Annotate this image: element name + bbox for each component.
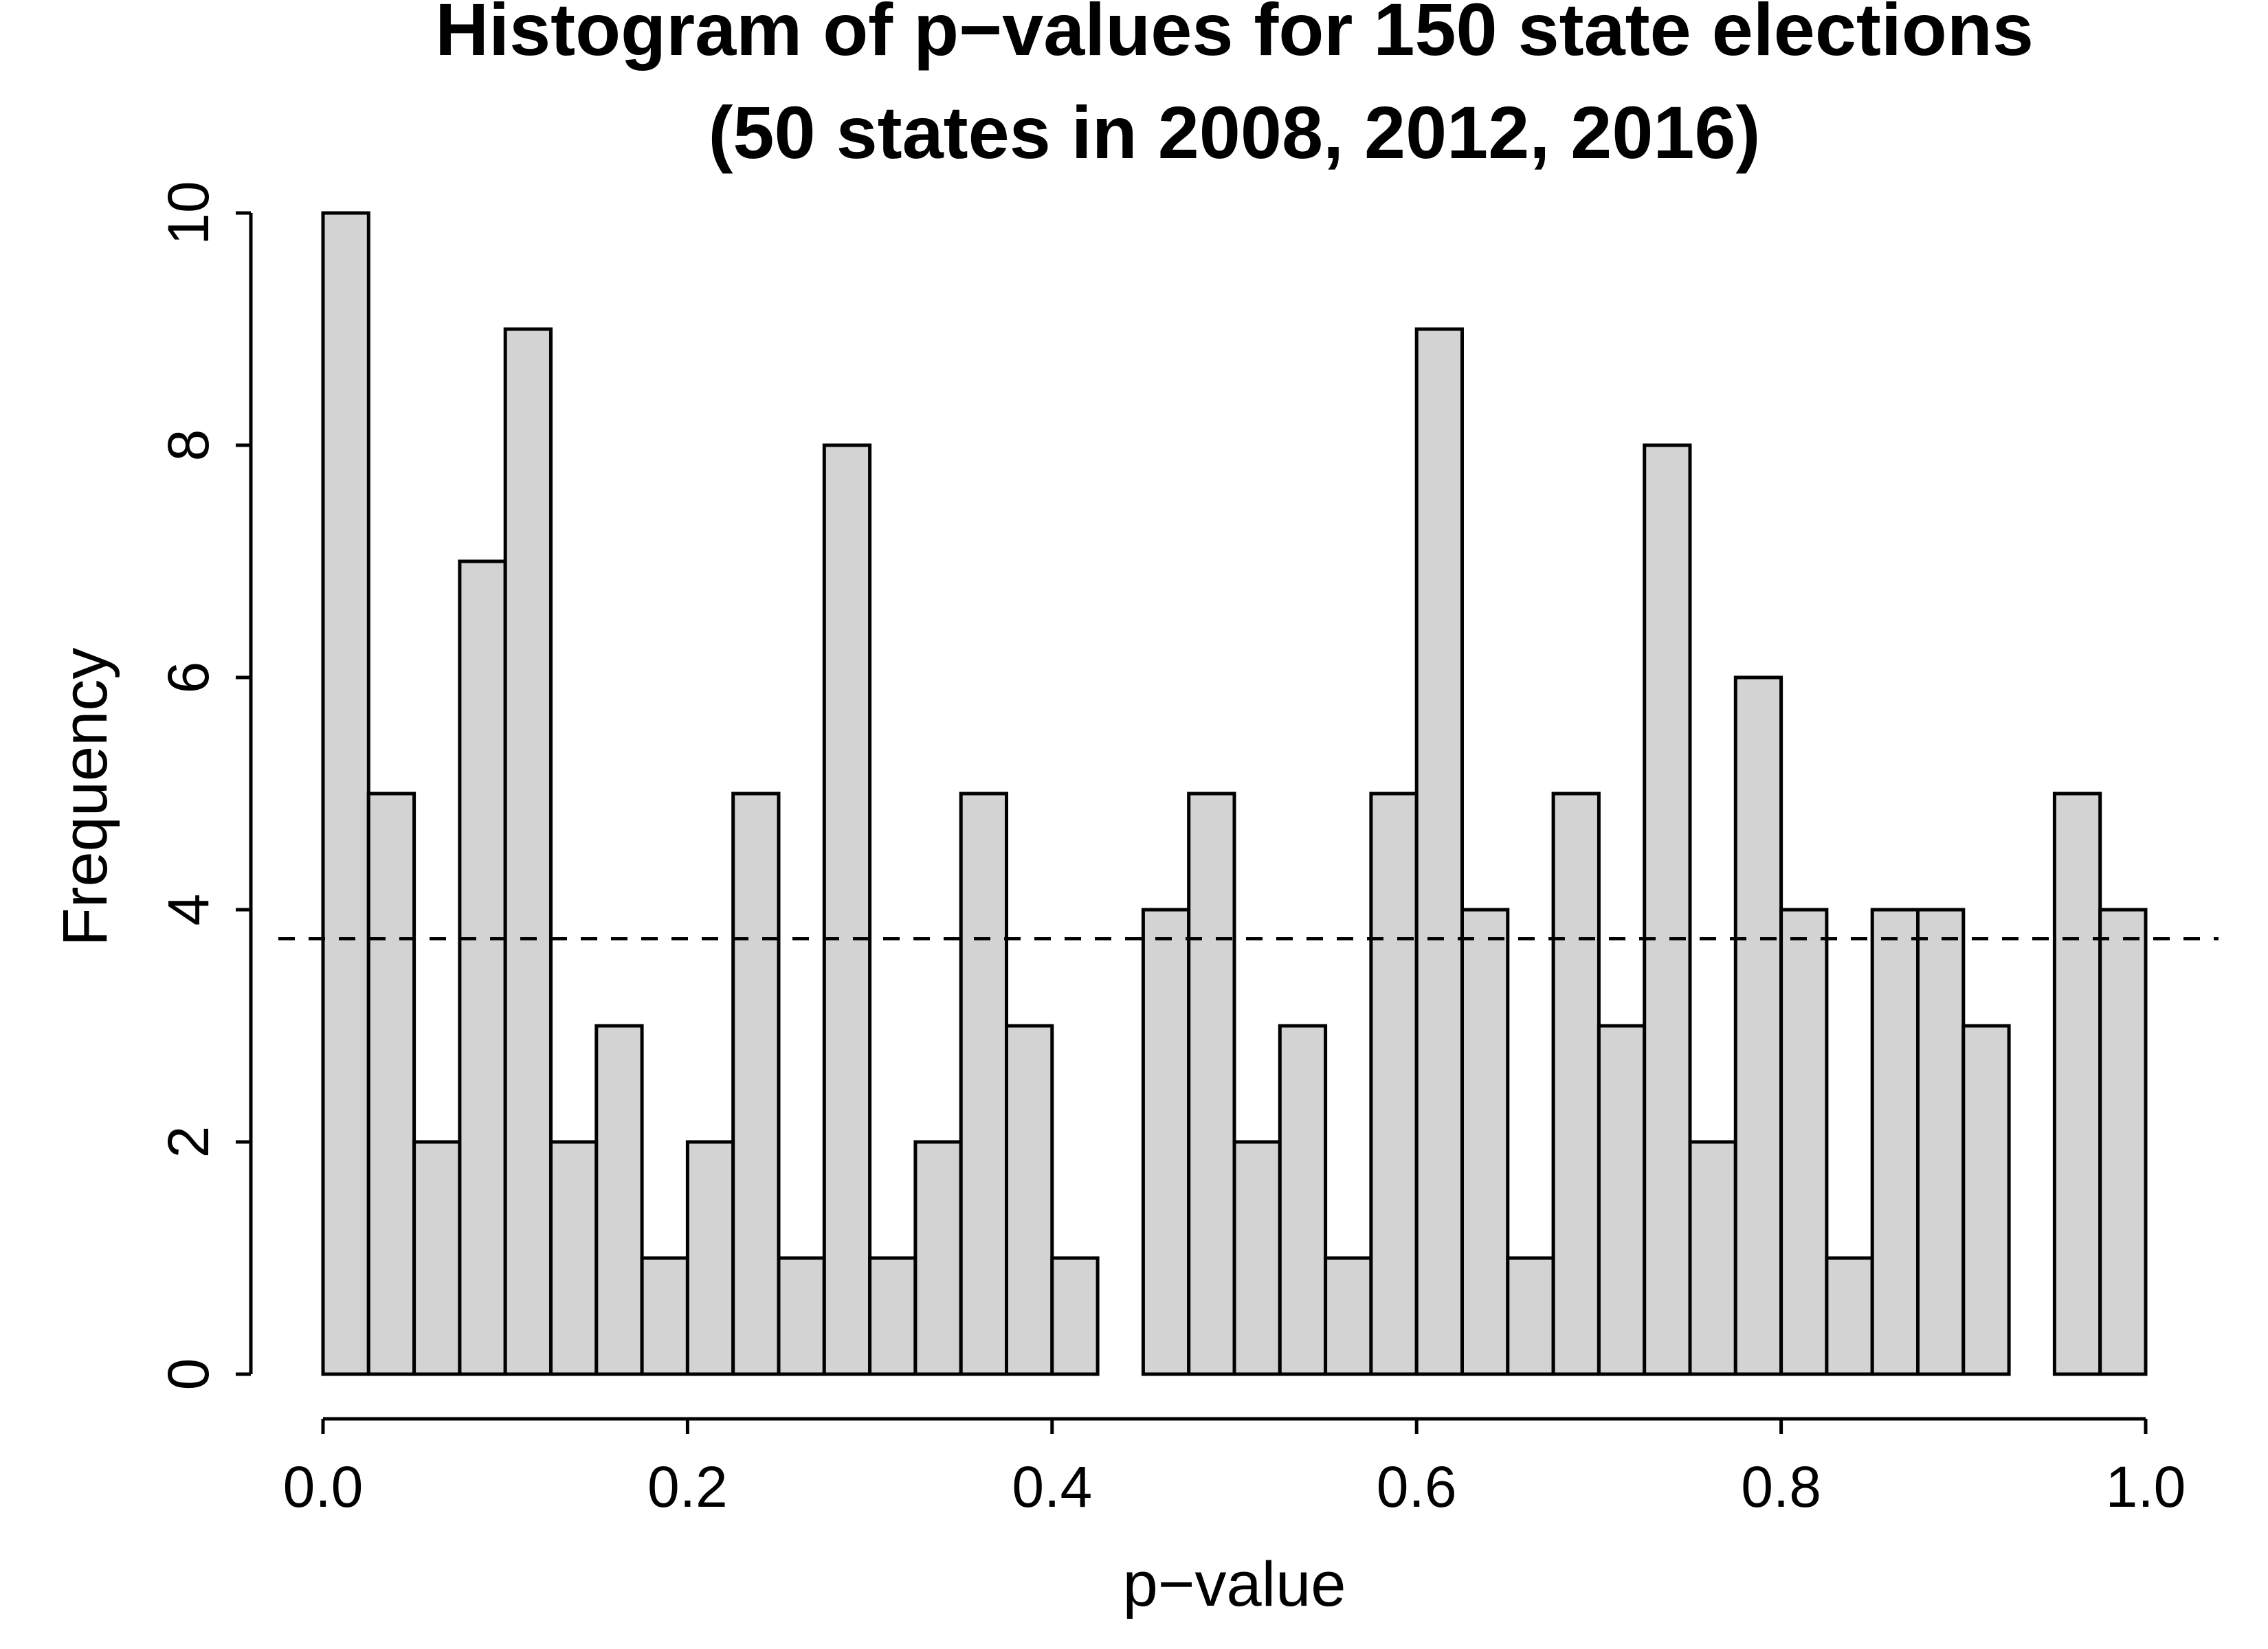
histogram-bar	[1187, 792, 1236, 1376]
histogram-bar	[1779, 908, 1829, 1376]
y-tick-label: 2	[156, 1126, 221, 1158]
histogram-bar	[2052, 792, 2102, 1376]
histogram-bar	[458, 559, 507, 1376]
histogram-bar	[503, 327, 553, 1376]
histogram-bar	[1460, 908, 1510, 1376]
y-tick-label: 0	[156, 1358, 221, 1391]
histogram-bar	[1551, 792, 1601, 1376]
x-axis-label: p−value	[1123, 1549, 1346, 1619]
histogram-bar	[685, 1140, 735, 1376]
histogram-bar	[959, 792, 1008, 1376]
y-axis-label: Frequency	[50, 648, 120, 947]
histogram-bar	[822, 443, 872, 1376]
histogram-bar	[412, 1140, 462, 1376]
histogram-bar	[731, 792, 781, 1376]
histogram-bar	[1369, 792, 1419, 1376]
histogram-bars	[321, 211, 2148, 1376]
histogram-bar	[1050, 1256, 1100, 1376]
histogram-bar	[1961, 1024, 2011, 1376]
x-tick-label: 0.6	[1377, 1455, 1457, 1519]
x-axis: 0.0 0.2 0.4 0.6 0.8 1.0	[283, 1417, 2186, 1519]
histogram-bar	[913, 1140, 963, 1376]
y-axis: 0 2 4 6 8 10	[156, 181, 253, 1391]
histogram-bar	[549, 1140, 599, 1376]
histogram-bar	[321, 211, 370, 1376]
histogram-bar	[1733, 675, 1783, 1376]
histogram-bar	[1506, 1256, 1555, 1376]
histogram-bar	[868, 1256, 918, 1376]
histogram-bar	[594, 1024, 644, 1376]
histogram-bar	[1870, 908, 1920, 1376]
chart-subtitle: (50 states in 2008, 2012, 2016)	[708, 91, 1760, 174]
chart-title: Histogram of p−values for 150 state elec…	[435, 0, 2034, 71]
histogram-bar	[366, 792, 416, 1376]
histogram-bar	[1141, 908, 1191, 1376]
histogram-bar	[1597, 1024, 1647, 1376]
histogram-bar	[1825, 1256, 1874, 1376]
histogram-bar	[777, 1256, 826, 1376]
y-tick-label: 10	[156, 181, 221, 245]
x-tick-label: 0.4	[1012, 1455, 1092, 1519]
x-tick-label: 1.0	[2106, 1455, 2186, 1519]
histogram-bar	[1643, 443, 1692, 1376]
histogram-bar	[640, 1256, 689, 1376]
histogram-bar	[1688, 1140, 1737, 1376]
histogram-bar	[1232, 1140, 1282, 1376]
histogram-bar	[1916, 908, 1966, 1376]
x-tick-label: 0.0	[283, 1455, 364, 1519]
x-tick-label: 0.8	[1741, 1455, 1821, 1519]
y-tick-label: 4	[156, 894, 221, 926]
histogram-bar	[1414, 327, 1464, 1376]
x-tick-label: 0.2	[647, 1455, 728, 1519]
y-tick-label: 8	[156, 429, 221, 462]
histogram-bar	[1278, 1024, 1328, 1376]
y-tick-label: 6	[156, 662, 221, 694]
histogram-bar	[1005, 1024, 1054, 1376]
histogram-bar	[2098, 908, 2148, 1376]
histogram-bar	[1324, 1256, 1373, 1376]
